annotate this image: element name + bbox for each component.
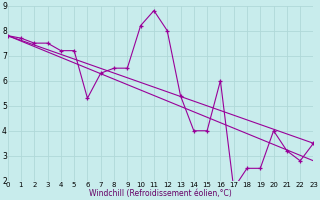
X-axis label: Windchill (Refroidissement éolien,°C): Windchill (Refroidissement éolien,°C) [89, 189, 232, 198]
